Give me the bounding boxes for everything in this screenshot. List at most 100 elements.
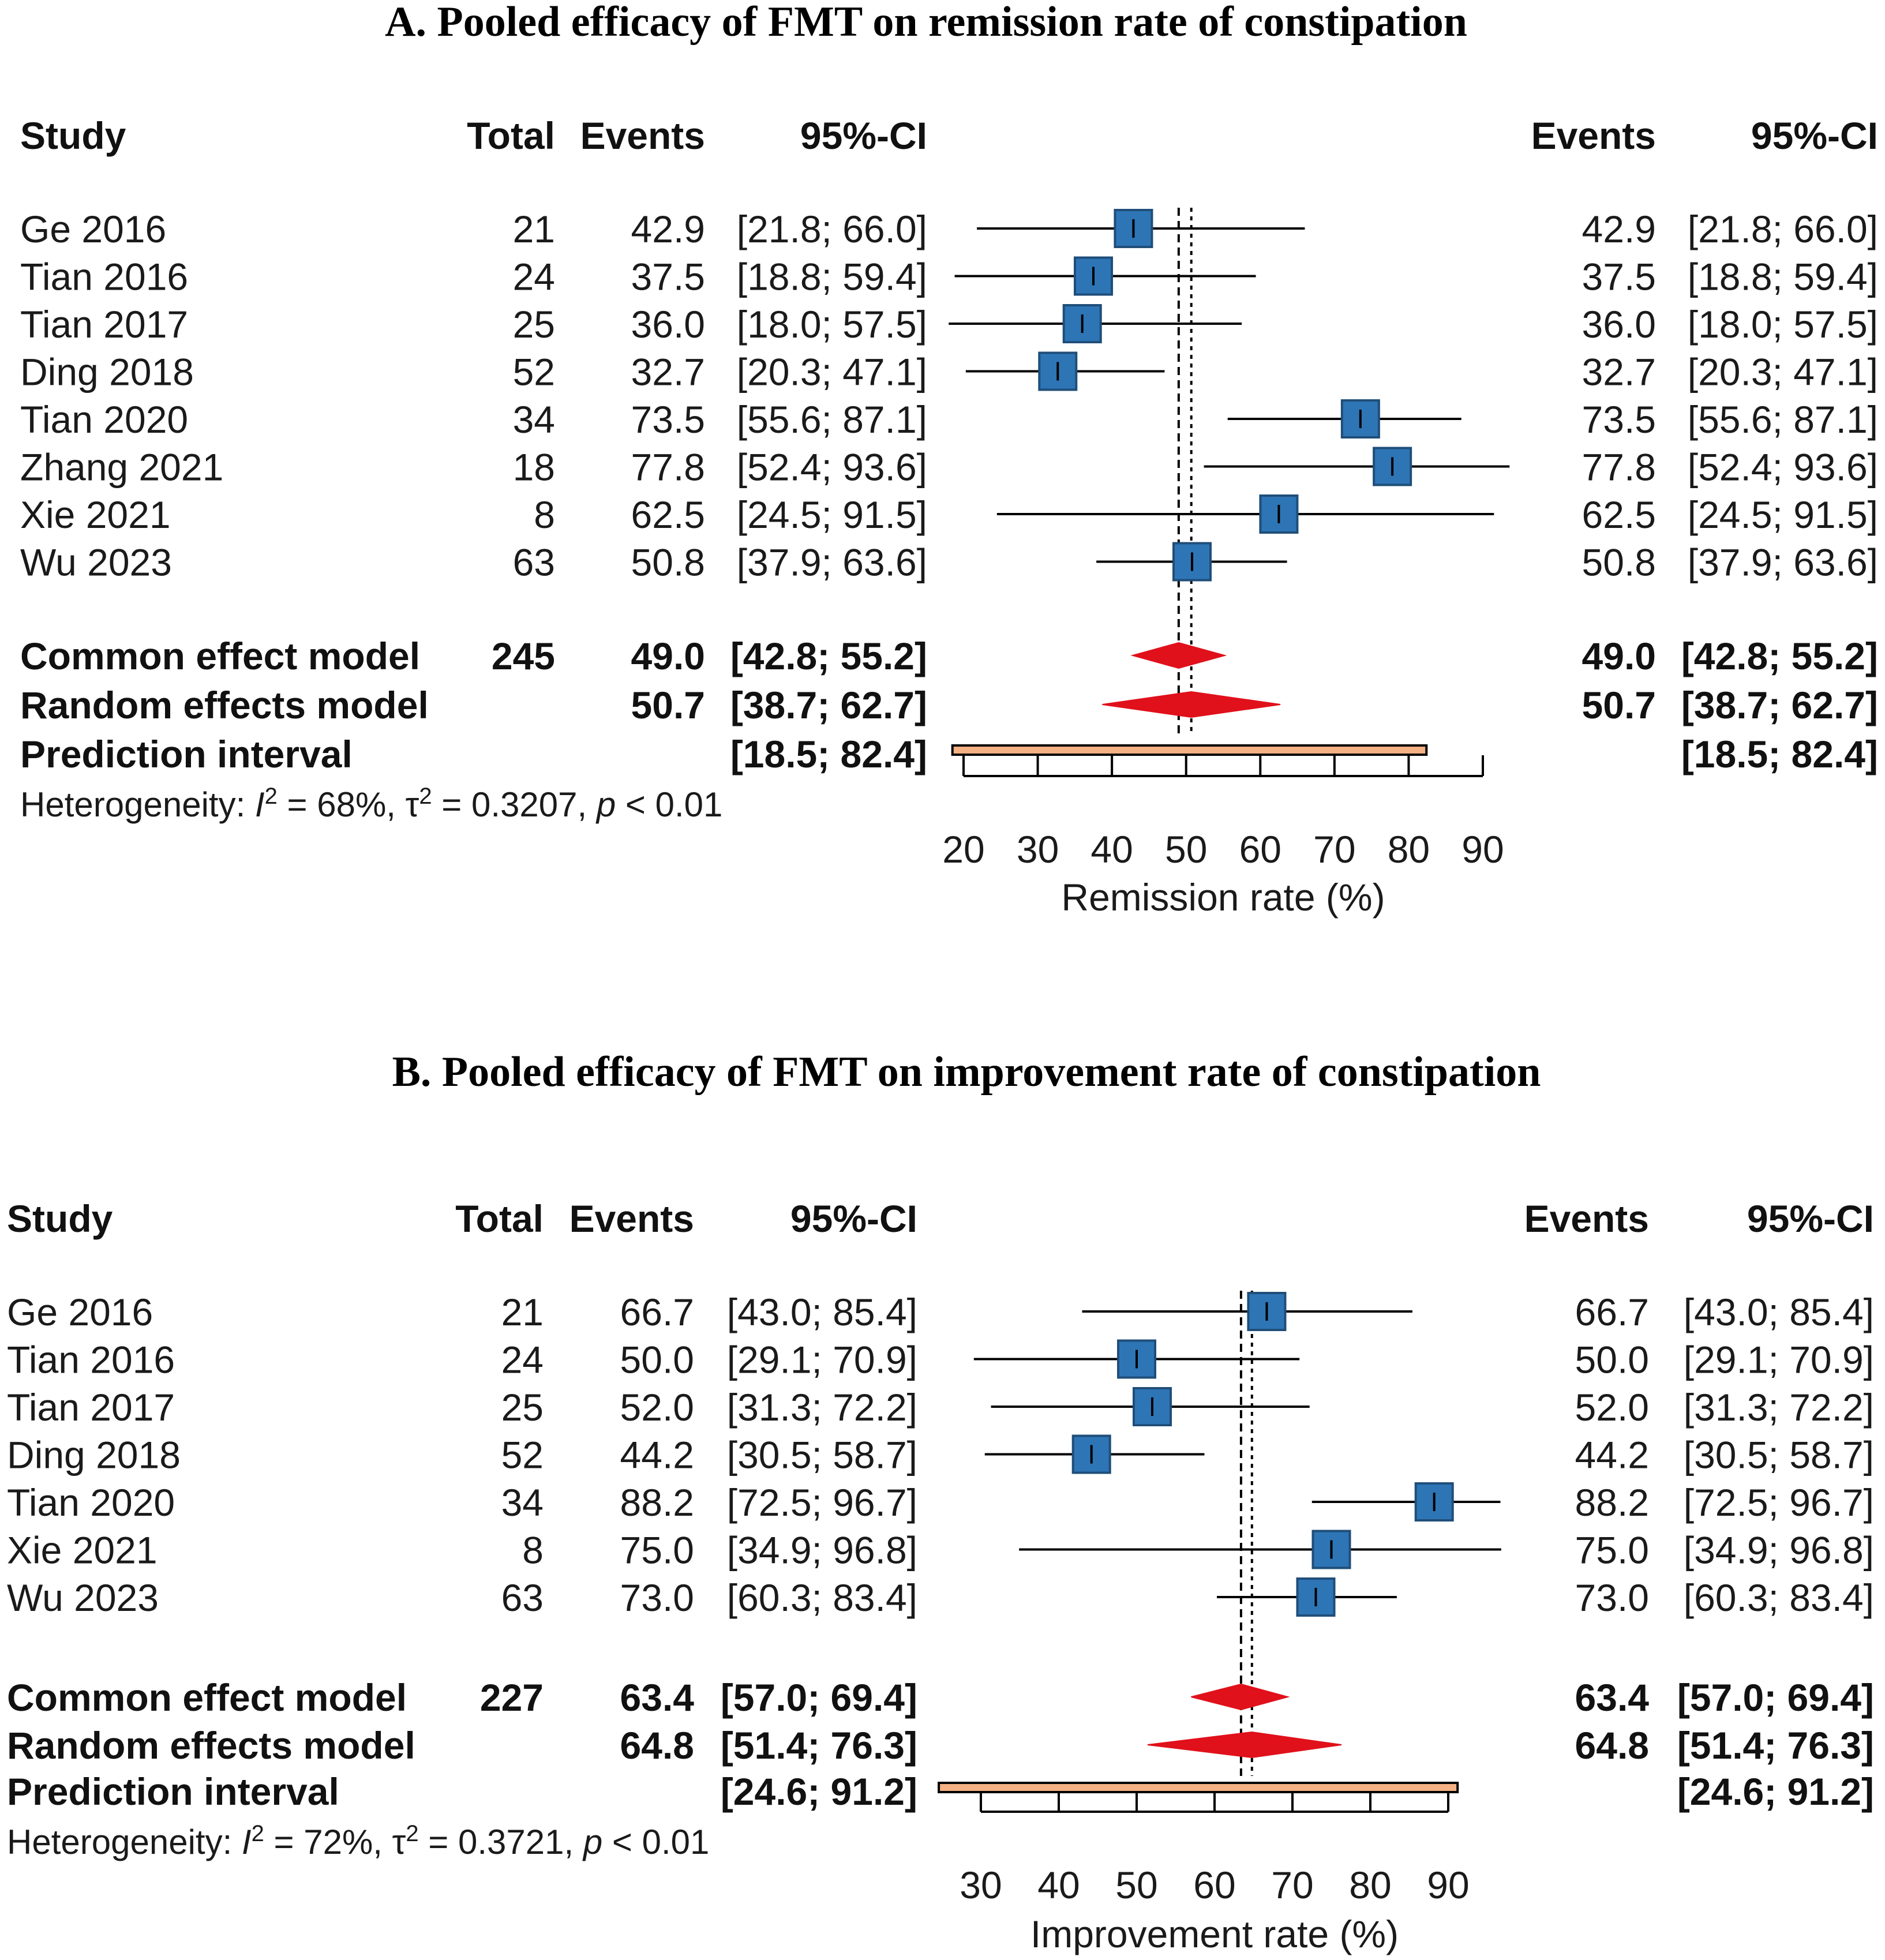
header-right-events: Events: [1524, 1197, 1649, 1240]
study-right-ci: [37.9; 63.6]: [1688, 541, 1878, 584]
common-effect-events: 63.4: [620, 1676, 695, 1719]
header-right-ci: 95%-CI: [1747, 1197, 1874, 1240]
study-events: 88.2: [620, 1481, 694, 1524]
study-total: 25: [513, 303, 555, 346]
x-axis: 30 40 50 60 70 80 90 Improvement rate (%): [960, 1791, 1470, 1955]
study-name: Tian 2017: [20, 303, 188, 346]
x-tick-label: 90: [1427, 1864, 1469, 1906]
x-tick-label: 70: [1313, 828, 1355, 871]
heterogeneity-text: Heterogeneity: I2 = 68%, τ2 = 0.3207, p …: [20, 784, 722, 824]
study-name: Ding 2018: [7, 1434, 181, 1476]
prediction-interval-label: Prediction interval: [7, 1770, 339, 1813]
study-row: Ding 2018 52 32.7 [20.3; 47.1] 32.7 [20.3; 47…: [20, 351, 1878, 394]
study-name: Xie 2021: [20, 493, 171, 536]
study-ci: [18.8; 59.4]: [737, 256, 927, 298]
common-effect-diamond: [1130, 642, 1227, 669]
heterogeneity-part: 2: [419, 784, 432, 809]
x-axis-label: Improvement rate (%): [1030, 1913, 1399, 1955]
study-right-ci: [30.5; 58.7]: [1684, 1434, 1874, 1476]
study-row: Tian 2016 24 50.0 [29.1; 70.9] 50.0 [29.1; 70…: [7, 1339, 1874, 1381]
study-total: 8: [534, 493, 555, 536]
common-effect-total: 245: [492, 635, 555, 677]
study-right-ci: [21.8; 66.0]: [1688, 208, 1878, 250]
heterogeneity-part: 2: [406, 1821, 418, 1846]
study-right-events: 36.0: [1582, 303, 1656, 346]
study-right-events: 73.5: [1582, 398, 1656, 441]
study-right-events: 66.7: [1575, 1291, 1649, 1333]
heterogeneity-part: I: [255, 785, 265, 824]
study-right-ci: [31.3; 72.2]: [1684, 1386, 1874, 1429]
study-events: 36.0: [631, 303, 705, 346]
heterogeneity-part: τ: [406, 785, 419, 824]
study-name: Ge 2016: [20, 208, 166, 250]
study-right-events: 42.9: [1582, 208, 1656, 250]
prediction-interval-right-ci: [18.5; 82.4]: [1681, 733, 1878, 775]
study-ci: [34.9; 96.8]: [727, 1529, 917, 1572]
common-effect-right-ci: [42.8; 55.2]: [1681, 635, 1878, 677]
header-events: Events: [569, 1197, 694, 1240]
study-ci: [55.6; 87.1]: [737, 398, 927, 441]
header-total: Total: [467, 114, 555, 157]
study-ci: [31.3; 72.2]: [727, 1386, 917, 1429]
study-right-events: 50.8: [1582, 541, 1656, 584]
panel-title: A. Pooled efficacy of FMT on remission r…: [385, 0, 1467, 46]
study-events: 73.0: [620, 1576, 694, 1619]
header-right-ci: 95%-CI: [1751, 114, 1878, 157]
x-tick-label: 60: [1193, 1864, 1235, 1906]
common-effect-events: 49.0: [631, 635, 705, 677]
study-events: 50.8: [631, 541, 705, 584]
study-name: Tian 2020: [20, 398, 188, 441]
study-events: 75.0: [620, 1529, 694, 1572]
study-row: Xie 2021 8 62.5 [24.5; 91.5] 62.5 [24.5; 91.5…: [20, 493, 1878, 536]
common-effect-total: 227: [480, 1676, 544, 1719]
heterogeneity-part: < 0.01: [616, 785, 722, 824]
study-row: Xie 2021 8 75.0 [34.9; 96.8] 75.0 [34.9; 96.8…: [7, 1529, 1874, 1572]
random-effects-events: 64.8: [620, 1724, 694, 1767]
study-row: Tian 2017 25 52.0 [31.3; 72.2] 52.0 [31.3; 72…: [7, 1386, 1874, 1429]
study-estimate-square: [1038, 351, 1078, 391]
x-tick-label: 90: [1461, 828, 1504, 871]
header-ci: 95%-CI: [800, 114, 927, 157]
study-events: 77.8: [631, 446, 705, 489]
random-effects-diamond: [1102, 691, 1281, 718]
panel-a: A. Pooled efficacy of FMT on remission r…: [20, 0, 1878, 919]
study-right-events: 62.5: [1582, 493, 1656, 536]
study-name: Wu 2023: [7, 1576, 159, 1619]
study-ci: [43.0; 85.4]: [727, 1291, 917, 1333]
header-ci: 95%-CI: [790, 1197, 917, 1240]
study-events: 73.5: [631, 398, 705, 441]
study-row: Zhang 2021 18 77.8 [52.4; 93.6] 77.8 [52.4; 9…: [20, 446, 1878, 489]
study-ci: [30.5; 58.7]: [727, 1434, 917, 1476]
study-right-events: 32.7: [1582, 351, 1656, 394]
study-ci: [24.5; 91.5]: [737, 493, 927, 536]
study-right-events: 44.2: [1575, 1434, 1649, 1476]
random-effects-right-events: 64.8: [1575, 1724, 1649, 1767]
study-total: 21: [501, 1291, 544, 1333]
study-total: 34: [501, 1481, 544, 1524]
study-right-ci: [18.0; 57.5]: [1688, 303, 1878, 346]
random-effects-right-ci: [51.4; 76.3]: [1677, 1724, 1874, 1767]
common-effect-right-events: 49.0: [1582, 635, 1656, 677]
study-right-events: 37.5: [1582, 256, 1656, 298]
study-row: Ge 2016 21 66.7 [43.0; 85.4] 66.7 [43.0; 85.4…: [7, 1291, 1874, 1333]
prediction-interval-right-ci: [24.6; 91.2]: [1677, 1770, 1874, 1813]
random-effects-ci: [51.4; 76.3]: [721, 1724, 917, 1767]
header-study: Study: [20, 114, 126, 157]
prediction-interval-label: Prediction interval: [20, 733, 353, 775]
common-effect-right-events: 63.4: [1575, 1676, 1650, 1719]
study-name: Tian 2016: [20, 256, 188, 298]
study-name: Tian 2020: [7, 1481, 175, 1524]
header-events: Events: [580, 114, 705, 157]
heterogeneity-part: Heterogeneity:: [20, 785, 255, 824]
study-right-events: 88.2: [1575, 1481, 1649, 1524]
study-ci: [52.4; 93.6]: [737, 446, 927, 489]
common-effect-ci: [42.8; 55.2]: [730, 635, 927, 677]
prediction-interval-bar: [938, 1782, 1459, 1793]
study-events: 52.0: [620, 1386, 694, 1429]
study-total: 24: [501, 1339, 544, 1381]
study-total: 25: [501, 1386, 544, 1429]
study-right-ci: [52.4; 93.6]: [1688, 446, 1878, 489]
study-ci: [60.3; 83.4]: [727, 1576, 917, 1619]
study-events: 62.5: [631, 493, 705, 536]
study-total: 63: [513, 541, 555, 584]
